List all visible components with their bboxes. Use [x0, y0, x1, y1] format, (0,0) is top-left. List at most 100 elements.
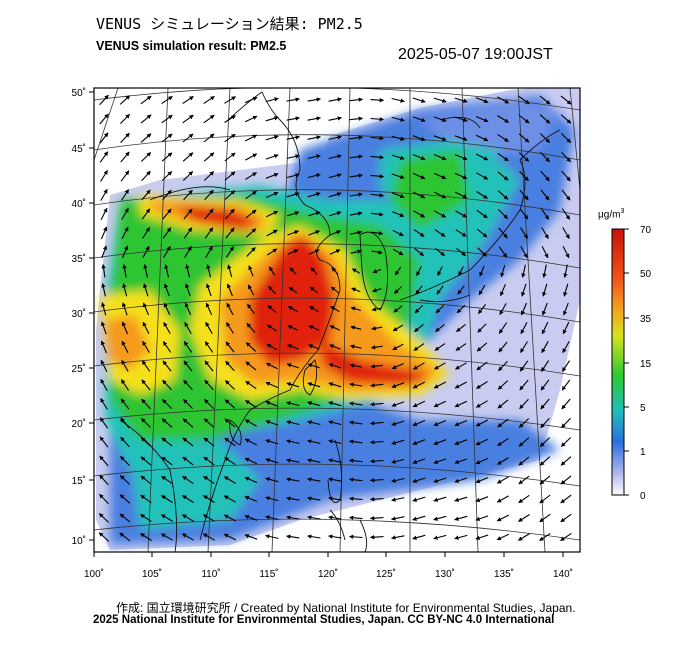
wind-arrow — [244, 514, 258, 521]
wind-arrow — [561, 379, 571, 391]
wind-arrow — [454, 534, 468, 540]
wind-arrow — [120, 189, 130, 201]
wind-arrow — [224, 115, 236, 123]
wind-arrow — [370, 193, 384, 198]
wind-arrow — [182, 152, 194, 162]
wind-arrow — [475, 134, 489, 142]
wind-arrow — [182, 456, 194, 466]
wind-arrow — [141, 208, 151, 220]
wind-arrow — [562, 321, 570, 335]
wind-arrow — [541, 245, 549, 259]
wind-arrow — [101, 283, 106, 297]
wind-arrow — [248, 265, 254, 277]
wind-arrow — [412, 191, 426, 199]
wind-arrow — [433, 515, 447, 521]
wind-arrow — [540, 398, 550, 410]
colorbar-tick-label: 35 — [640, 314, 652, 325]
wind-arrow — [539, 475, 551, 485]
wind-arrow — [371, 307, 382, 312]
wind-arrow — [99, 474, 109, 486]
wind-arrow — [162, 399, 172, 409]
wind-arrow — [561, 208, 571, 220]
wind-arrow — [540, 417, 550, 429]
wind-arrow — [141, 379, 151, 391]
wind-arrow — [456, 304, 466, 314]
wind-arrow — [328, 154, 342, 160]
wind-arrow — [455, 210, 468, 218]
wind-arrow — [308, 325, 320, 331]
longitude-tick-label: 100˚ — [84, 568, 104, 580]
wind-arrow — [99, 436, 109, 448]
wind-arrow — [164, 264, 170, 278]
wind-arrow — [203, 456, 215, 466]
wind-arrow — [563, 283, 569, 297]
wind-arrow — [371, 231, 384, 236]
wind-arrow — [268, 285, 276, 295]
wind-arrow — [267, 305, 277, 313]
wind-arrow — [98, 513, 110, 523]
wind-arrow — [204, 360, 214, 372]
wind-arrow — [286, 211, 300, 217]
wind-arrow — [204, 341, 214, 353]
wind-arrow — [307, 439, 321, 444]
wind-arrow — [266, 229, 278, 237]
wind-arrow — [370, 97, 385, 103]
wind-arrow — [433, 439, 447, 446]
longitude-tick-label: 115˚ — [259, 568, 278, 580]
wind-arrow — [205, 321, 213, 334]
wind-arrow — [349, 116, 364, 121]
wind-arrow — [161, 437, 173, 447]
wind-arrow — [539, 532, 551, 542]
title-japanese: VENUS シミュレーション結果: PM2.5 — [96, 15, 363, 33]
wind-arrow — [370, 136, 385, 141]
wind-arrow — [455, 343, 467, 351]
wind-arrow — [540, 360, 550, 372]
wind-arrow — [307, 192, 321, 198]
wind-arrow — [475, 515, 489, 521]
wind-arrow — [185, 283, 191, 297]
wind-arrow — [518, 514, 530, 522]
wind-arrow — [181, 514, 194, 522]
wind-arrow — [245, 172, 257, 180]
wind-arrow — [392, 343, 404, 351]
wind-arrow — [265, 362, 278, 370]
wind-arrow — [560, 475, 572, 485]
wind-arrow — [245, 342, 257, 352]
wind-arrow — [328, 477, 342, 482]
colorbar-ticks: 70 50 35 15 5 1 0 — [624, 225, 652, 502]
wind-arrow — [266, 324, 278, 332]
wind-arrow — [328, 97, 342, 102]
wind-arrow — [391, 497, 405, 502]
map-frame — [93, 87, 581, 553]
wind-arrow — [433, 172, 447, 180]
latitude-axis: 50˚ 45˚ 40˚ 35˚ 30˚ 25˚ 20˚ 15˚ 10˚ — [72, 87, 94, 547]
wind-arrow — [433, 458, 447, 464]
wind-arrow — [265, 496, 279, 502]
wind-arrow — [98, 532, 110, 542]
wind-arrow — [413, 210, 426, 218]
colorbar-tick-label: 70 — [640, 225, 652, 236]
wind-arrow — [412, 381, 426, 389]
wind-arrow — [433, 381, 447, 389]
wind-arrow — [224, 418, 236, 428]
wind-arrow — [328, 192, 342, 198]
wind-arrow — [561, 170, 571, 182]
wind-arrow — [454, 172, 468, 180]
wind-arrow — [328, 496, 342, 501]
wind-arrow — [163, 321, 171, 334]
wind-arrow — [455, 229, 467, 237]
wind-arrow — [520, 322, 528, 335]
wind-arrow — [286, 363, 299, 369]
colorbar-tick-label: 0 — [640, 491, 646, 502]
wind-arrow — [286, 154, 300, 159]
wind-arrow — [562, 227, 570, 240]
wind-arrow — [162, 341, 172, 353]
wind-arrow — [497, 437, 509, 447]
wind-arrow — [224, 437, 236, 447]
wind-arrow — [349, 173, 363, 178]
wind-arrow — [454, 135, 468, 141]
wind-arrow — [454, 477, 468, 483]
wind-arrow — [101, 321, 107, 335]
latitude-tick-label: 50˚ — [72, 87, 86, 99]
wind-arrow — [202, 533, 215, 541]
